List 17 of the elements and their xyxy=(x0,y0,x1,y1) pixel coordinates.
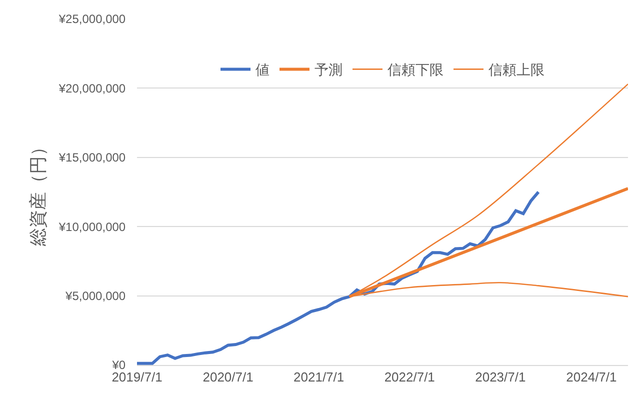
legend-label: 信頼下限 xyxy=(388,62,444,78)
x-tick-label: 2024/7/1 xyxy=(566,370,617,385)
legend-label: 予測 xyxy=(314,62,342,78)
y-tick-label: ¥15,000,000 xyxy=(58,150,126,165)
legend-label: 値 xyxy=(256,62,270,78)
y-tick-label: ¥5,000,000 xyxy=(64,289,126,303)
y-tick-label: ¥20,000,000 xyxy=(58,81,126,96)
x-tick-label: 2019/7/1 xyxy=(112,370,162,385)
x-tick-label: 2023/7/1 xyxy=(475,370,526,385)
legend-label: 信頼上限 xyxy=(488,62,544,78)
y-tick-label: ¥10,000,000 xyxy=(58,220,126,234)
x-tick-label: 2022/7/1 xyxy=(384,370,435,385)
x-tick-label: 2021/7/1 xyxy=(294,370,344,385)
y-axis-title: 総資産（円） xyxy=(28,138,48,247)
x-tick-label: 2020/7/1 xyxy=(202,370,254,385)
y-tick-label: ¥0 xyxy=(111,358,126,372)
y-tick-label: ¥25,000,000 xyxy=(58,12,126,26)
